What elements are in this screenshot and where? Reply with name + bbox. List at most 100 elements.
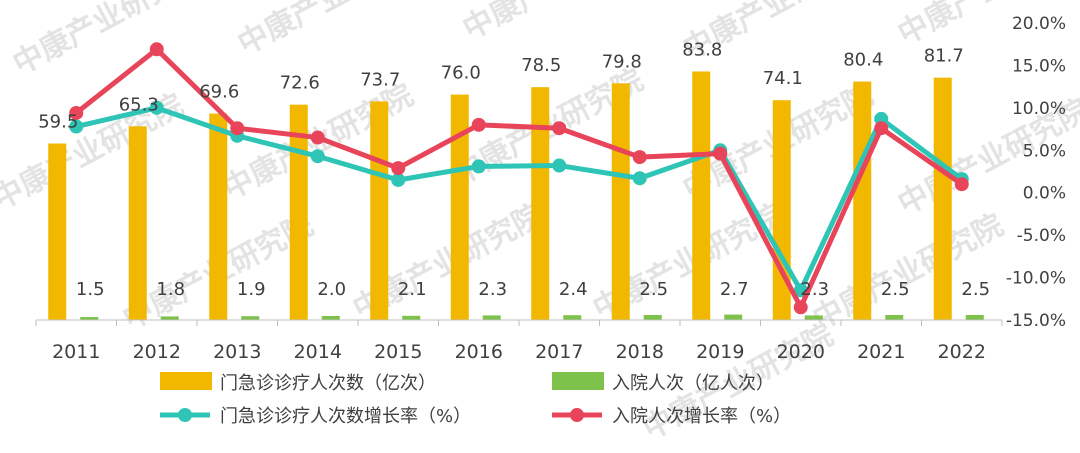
- point-admission-growth: [310, 130, 325, 145]
- x-tick-label: 2011: [52, 341, 100, 363]
- y-tick-label: 10.0%: [1012, 99, 1066, 119]
- x-tick-label: 2014: [294, 341, 342, 363]
- point-admission-growth: [954, 177, 969, 192]
- bar-label-admission: 1.8: [156, 279, 185, 300]
- point-outpatient-growth: [471, 159, 486, 174]
- y-tick-label: -15.0%: [1006, 311, 1066, 331]
- bar-label-outpatient: 81.7: [924, 46, 964, 67]
- bar-labels: 59.5 1.5 65.3 1.8 69.6 1.9 72.6 2.0 73.7 2.1 76.0 2…: [38, 39, 990, 300]
- y-tick-labels: 20.0% 15.0% 10.0% 5.0% 0.0% -5.0% -10.0% -15.0%: [1006, 14, 1066, 331]
- point-admission-growth: [713, 146, 728, 161]
- bar-label-outpatient: 83.8: [682, 39, 722, 60]
- bar-outpatient: [933, 77, 952, 321]
- point-admission-growth: [69, 105, 84, 120]
- point-admission-growth: [632, 150, 647, 165]
- bar-admission: [885, 315, 904, 320]
- point-admission-growth: [230, 121, 245, 136]
- bar-outpatient: [128, 126, 147, 321]
- bar-admission: [643, 315, 662, 320]
- lines: [69, 42, 969, 315]
- legend-admission-growth-label: 入院人次增长率（%）: [612, 406, 791, 427]
- x-tick-label: 2020: [777, 341, 825, 363]
- point-admission-growth: [149, 42, 164, 57]
- bar-outpatient: [370, 101, 389, 321]
- point-outpatient-growth: [632, 171, 647, 186]
- point-outpatient-growth: [552, 158, 567, 173]
- x-tick-label: 2012: [133, 341, 181, 363]
- point-outpatient-growth: [149, 100, 164, 115]
- bar-outpatient: [450, 94, 469, 320]
- bar-label-outpatient: 73.7: [360, 69, 400, 90]
- bar-admission: [563, 315, 582, 320]
- bar-label-outpatient: 72.6: [280, 73, 320, 94]
- bar-label-outpatient: 78.5: [521, 55, 561, 76]
- legend-outpatient-swatch: [160, 372, 212, 390]
- bar-label-admission: 2.5: [881, 279, 910, 300]
- bar-label-outpatient: 59.5: [38, 112, 78, 133]
- y-tick-label: -10.0%: [1006, 269, 1066, 289]
- line-admission-growth: [74, 46, 964, 310]
- point-admission-growth: [471, 117, 486, 132]
- x-tick-label: 2021: [857, 341, 905, 363]
- bar-label-admission: 2.5: [961, 279, 990, 300]
- x-tick-label: 2016: [455, 341, 503, 363]
- point-admission-growth: [552, 121, 567, 136]
- bar-outpatient: [692, 71, 711, 320]
- point-admission-growth: [391, 161, 406, 176]
- x-tick-labels: 2011 2012 2013 2014 2015 2016 2017 2018 2019 2020…: [35, 320, 1003, 363]
- bar-admission: [160, 316, 179, 320]
- bar-admission: [804, 315, 823, 320]
- legend-admission-growth-marker: [570, 408, 584, 422]
- bar-outpatient: [48, 143, 67, 320]
- legend-admission-label: 入院人次（亿人次）: [612, 373, 774, 394]
- watermark-text: 中康产业研究院: [232, 0, 434, 62]
- bar-admission: [482, 315, 501, 320]
- bar-admission: [80, 317, 99, 320]
- bar-outpatient: [209, 113, 228, 320]
- bar-label-outpatient: 80.4: [843, 50, 883, 71]
- bar-label-outpatient: 79.8: [602, 51, 642, 72]
- line-outpatient-growth: [75, 105, 964, 293]
- bar-label-admission: 1.5: [76, 279, 105, 300]
- bar-label-outpatient: 74.1: [763, 68, 803, 89]
- bar-label-admission: 2.3: [478, 279, 507, 300]
- x-tick-label: 2013: [213, 341, 261, 363]
- point-admission-growth: [793, 300, 808, 315]
- x-tick-label: 2019: [696, 341, 744, 363]
- bar-label-admission: 2.5: [639, 279, 668, 300]
- bar-label-admission: 2.4: [559, 279, 588, 300]
- y-tick-label: 0.0%: [1023, 184, 1066, 204]
- bar-label-admission: 2.1: [398, 279, 427, 300]
- y-tick-label: -5.0%: [1017, 226, 1066, 246]
- x-tick-label: 2022: [938, 341, 986, 363]
- x-tick-label: 2017: [535, 341, 583, 363]
- bar-admission: [724, 314, 743, 320]
- bar-admission: [402, 315, 421, 320]
- point-outpatient-growth: [69, 119, 84, 134]
- bar-admission: [965, 315, 984, 320]
- bar-outpatient: [853, 81, 872, 320]
- bar-label-admission: 2.7: [720, 279, 749, 300]
- bar-admission: [241, 316, 260, 320]
- bar-outpatient: [531, 87, 550, 320]
- y-tick-label: 5.0%: [1023, 141, 1066, 161]
- bar-outpatient: [289, 104, 308, 321]
- point-admission-growth: [874, 121, 889, 136]
- bar-label-outpatient: 76.0: [441, 63, 481, 84]
- bar-admission: [321, 316, 340, 320]
- legend: 门急诊诊疗人次数（亿次） 入院人次（亿人次） 门急诊诊疗人次数增长率（%） 入院人次增…: [160, 372, 791, 427]
- watermark-text: 中康产业研究院: [457, 0, 659, 47]
- bar-label-outpatient: 65.3: [119, 94, 159, 115]
- point-outpatient-growth: [391, 172, 406, 187]
- y-tick-label: 15.0%: [1012, 56, 1066, 76]
- bar-label-outpatient: 69.6: [199, 82, 239, 103]
- legend-outpatient-growth-marker: [178, 408, 192, 422]
- bar-label-admission: 2.3: [800, 279, 829, 300]
- bar-label-admission: 2.0: [317, 279, 346, 300]
- y-tick-label: 20.0%: [1012, 14, 1066, 34]
- legend-admission-swatch: [552, 372, 604, 390]
- x-tick-label: 2015: [374, 341, 422, 363]
- bar-outpatient: [611, 83, 630, 320]
- legend-outpatient-growth-label: 门急诊诊疗人次数增长率（%）: [220, 406, 471, 427]
